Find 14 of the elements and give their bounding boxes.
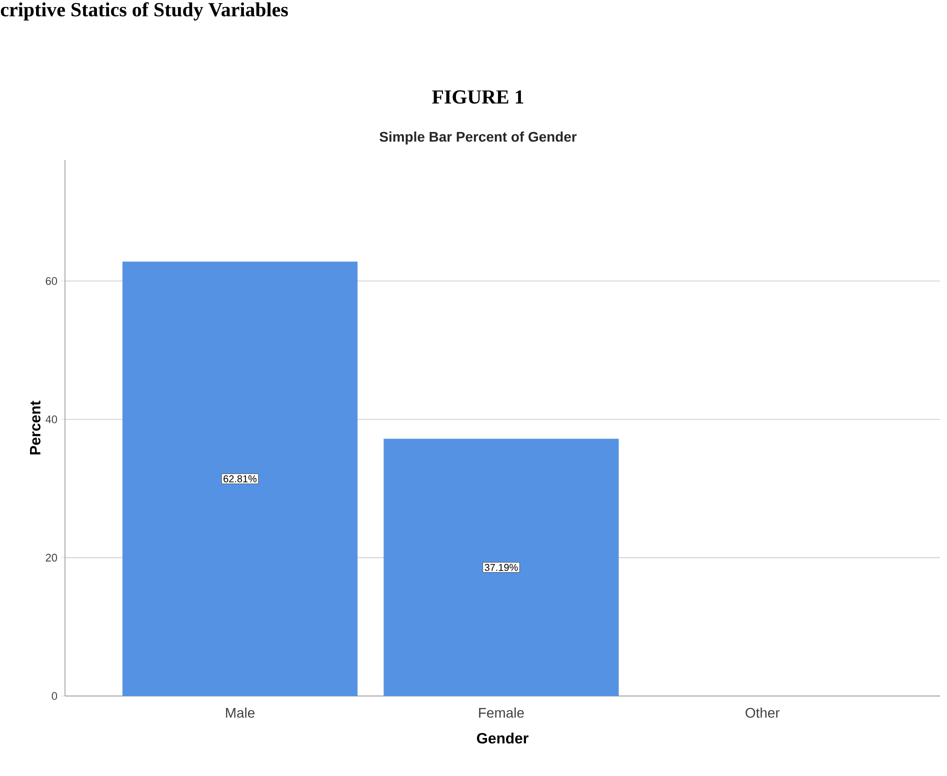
x-axis-title: Gender [476, 732, 528, 744]
x-tick-label: Other [746, 708, 780, 718]
y-tick-label: 0 [52, 692, 58, 700]
data-label: 37.19% [484, 564, 518, 571]
chart-title: FIGURE 1 [432, 90, 524, 104]
x-tick-label: Male [226, 708, 254, 718]
data-label: 62.81% [224, 475, 257, 482]
y-tick-label: 20 [46, 554, 58, 562]
x-tick-label: Female [479, 708, 524, 718]
y-tick-label: 40 [46, 415, 58, 424]
y-axis-title: Percent [30, 400, 40, 454]
text: criptive Statics of Study Variables [0, 2, 288, 21]
y-tick-label: 60 [46, 277, 58, 285]
chart-subtitle: Simple Bar Percent of Gender [380, 131, 577, 144]
